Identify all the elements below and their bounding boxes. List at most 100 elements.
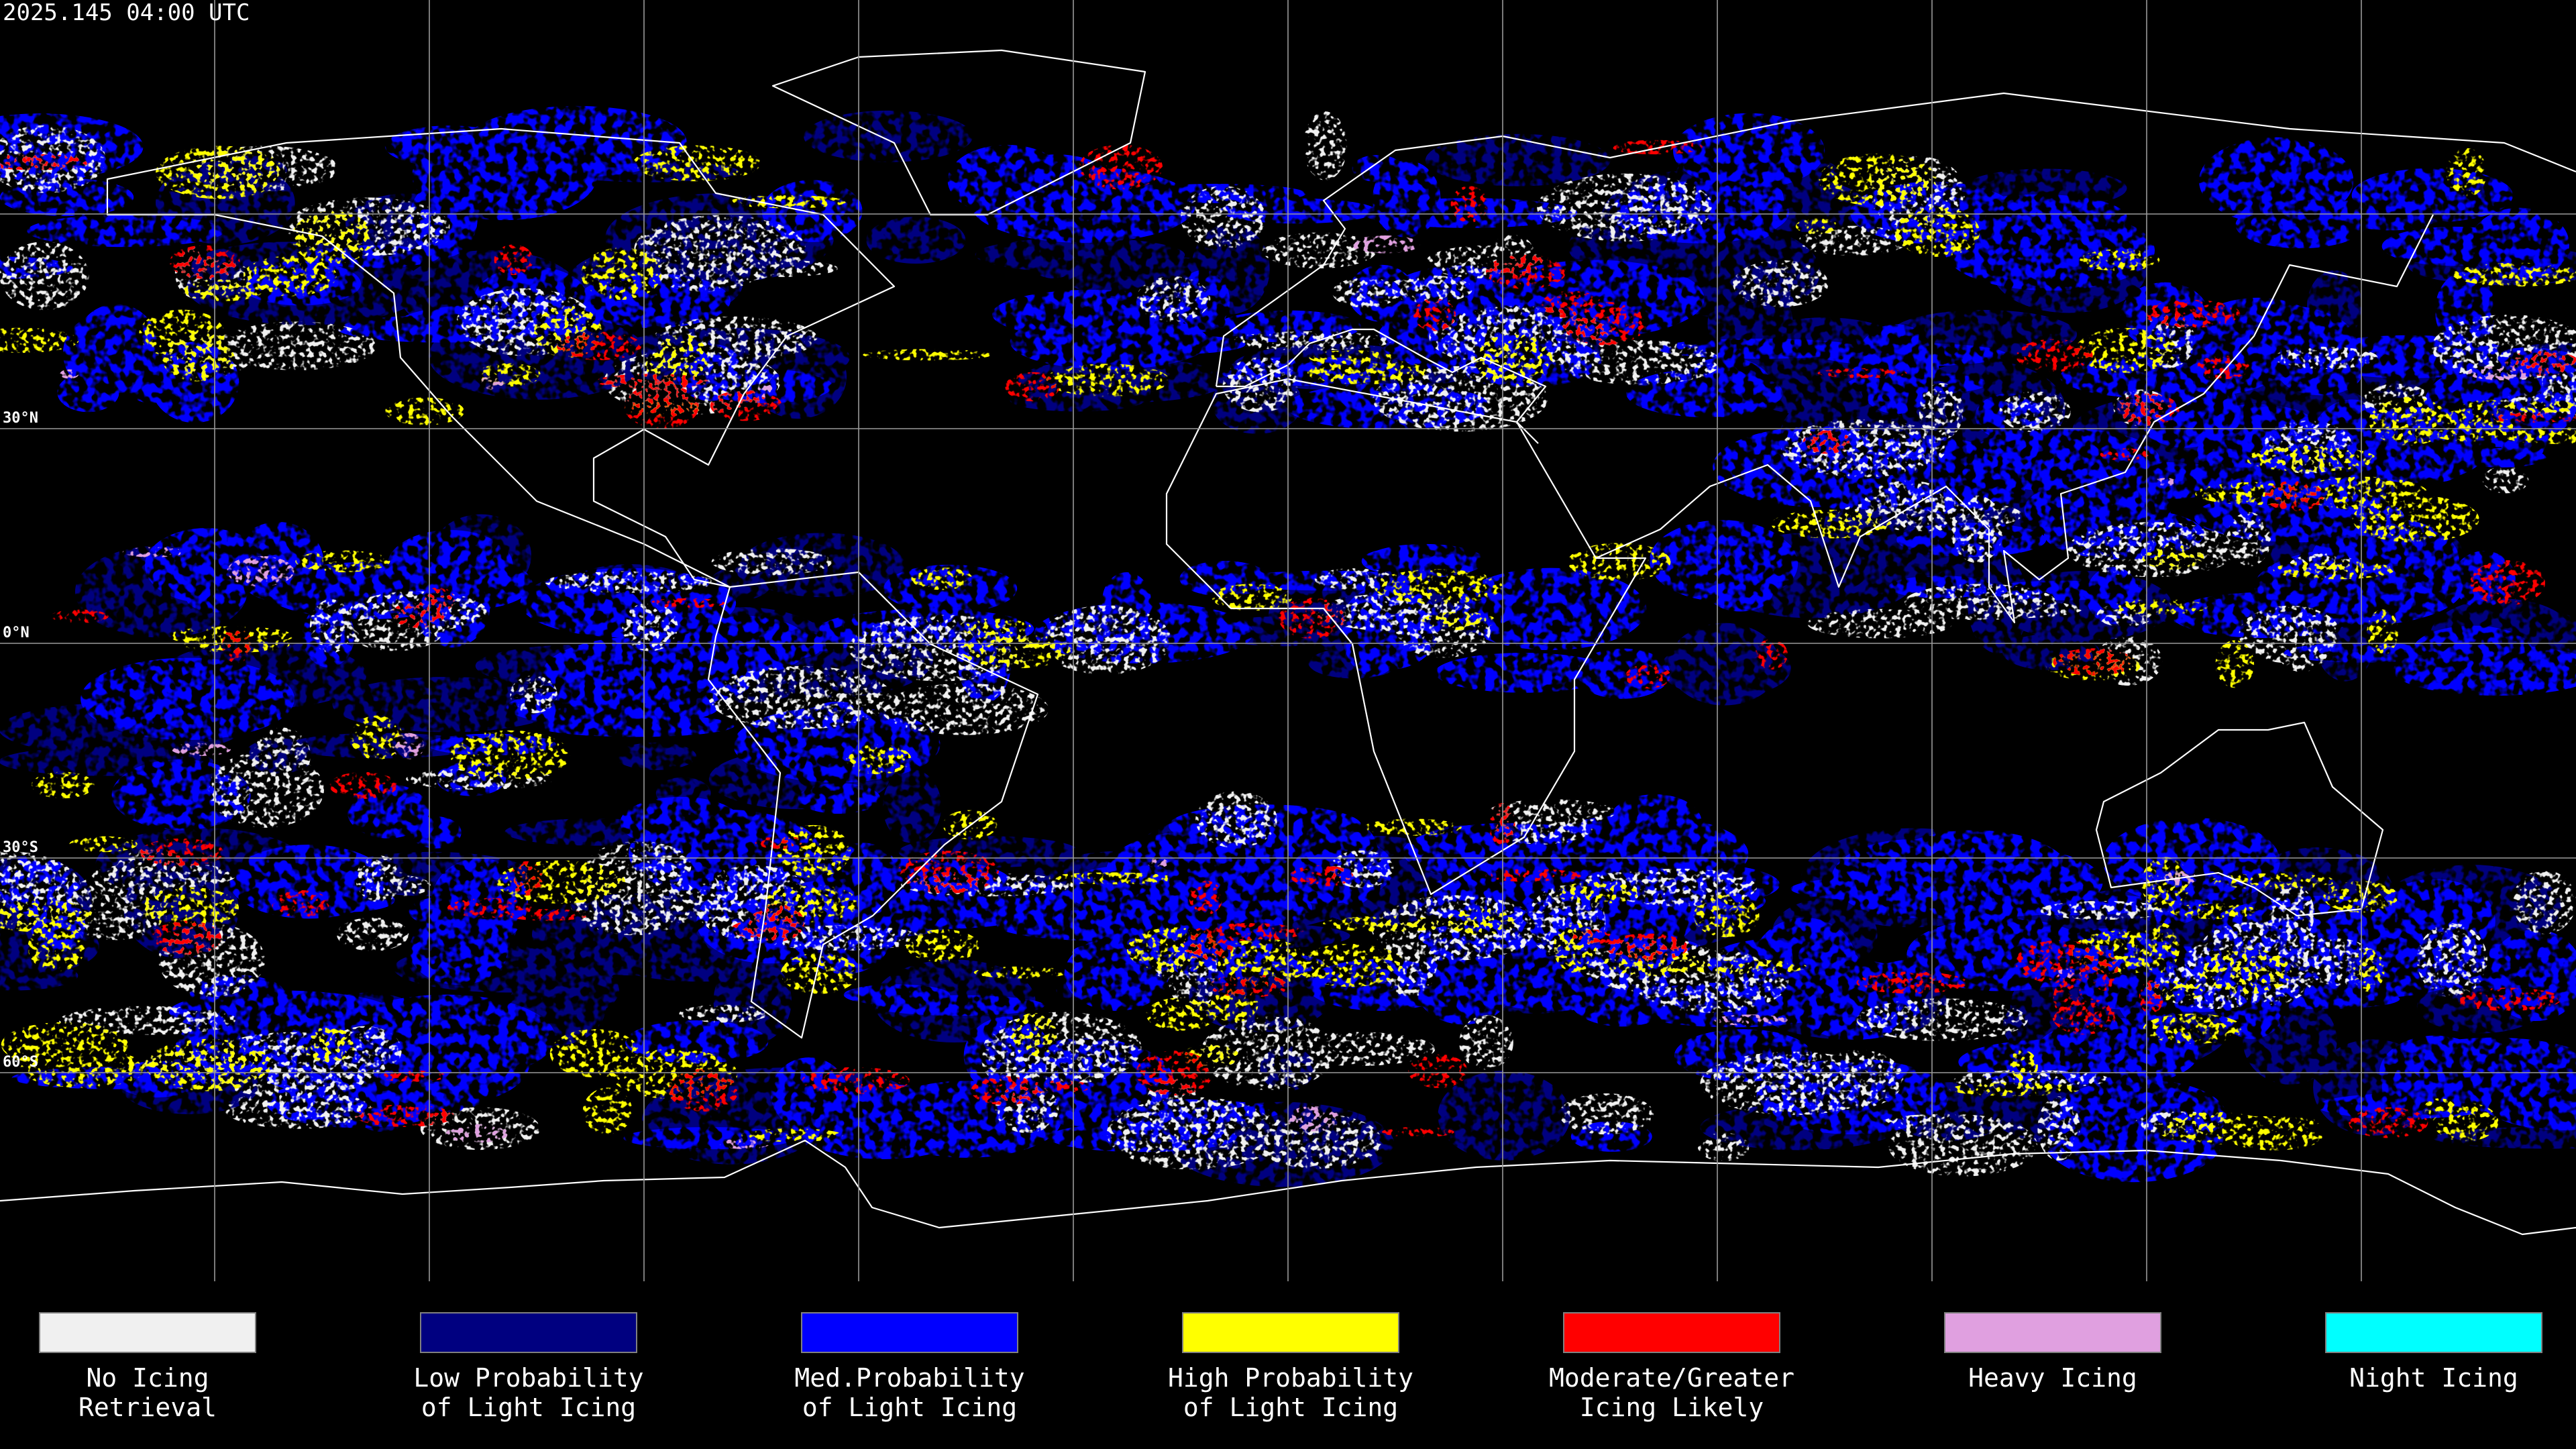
icing-patch <box>2497 400 2576 413</box>
icing-patch <box>1950 495 2004 564</box>
icing-patch <box>1 1022 128 1068</box>
icing-patch <box>2482 466 2529 494</box>
icing-patch <box>2367 609 2399 655</box>
icing-patch <box>624 384 700 429</box>
icing-patch <box>898 851 999 894</box>
icing-patch <box>1146 997 1217 1031</box>
icing-patch <box>1795 218 1838 235</box>
icing-patch <box>2161 851 2275 874</box>
icing-patch <box>1381 1126 1454 1138</box>
icing-patch <box>356 855 404 903</box>
icing-patch <box>1026 232 1081 279</box>
icing-patch <box>846 744 912 775</box>
icing-patch <box>2215 640 2255 688</box>
icing-patch <box>447 898 533 918</box>
icing-patch <box>911 567 973 590</box>
icing-patch <box>1807 608 1953 639</box>
icing-patch <box>1608 794 1702 850</box>
icing-patch <box>708 665 893 729</box>
coastline <box>1165 378 1647 896</box>
icing-patch <box>1780 419 1947 478</box>
icing-patch <box>1279 597 1346 639</box>
icing-patch <box>717 260 839 277</box>
icing-patch <box>139 309 225 359</box>
icing-patch <box>1949 1082 2080 1096</box>
icing-patch <box>711 548 833 576</box>
icing-patch <box>2151 478 2178 486</box>
icing-patch <box>906 929 979 963</box>
icing-patch <box>329 771 398 799</box>
icing-patch <box>668 1069 739 1112</box>
icing-patch <box>480 375 504 390</box>
icing-patch <box>224 1090 372 1129</box>
icing-patch <box>535 714 735 737</box>
icing-patch <box>973 966 1069 979</box>
icing-patch <box>336 917 409 951</box>
icing-patch <box>91 862 237 888</box>
icing-patch <box>581 248 662 300</box>
icing-patch <box>1894 207 1980 257</box>
icing-patch <box>595 374 708 389</box>
icing-patch <box>1262 232 1377 269</box>
lat-label: 60°S <box>3 1054 38 1071</box>
legend-label: Night Icing <box>2349 1363 2518 1393</box>
icing-patch <box>80 657 294 741</box>
icing-patch <box>2080 249 2160 271</box>
icing-patch <box>1279 1032 1436 1067</box>
icing-patch <box>1408 1054 1468 1088</box>
coastline <box>771 49 1146 216</box>
icing-patch <box>145 1038 272 1091</box>
lat-label: 30°N <box>3 410 38 427</box>
icing-patch <box>1447 909 1515 935</box>
icing-patch <box>1541 290 1602 319</box>
icing-patch <box>775 824 851 878</box>
icing-patch <box>582 1087 633 1134</box>
icing-patch <box>1322 916 1451 932</box>
icing-patch <box>2143 1013 2243 1044</box>
icing-patch <box>332 676 562 733</box>
icing-patch <box>2323 881 2398 913</box>
icing-patch <box>1856 971 1968 994</box>
icing-patch <box>2348 1107 2428 1138</box>
icing-patch <box>1438 1071 1571 1161</box>
icing-patch <box>1856 998 2028 1041</box>
icing-patch <box>2479 412 2576 423</box>
icing-patch <box>0 900 95 932</box>
legend-swatch <box>1944 1312 2161 1353</box>
icing-patch <box>355 1104 455 1127</box>
icing-patch <box>392 733 425 759</box>
icing-patch <box>350 715 403 760</box>
icing-patch <box>1189 880 1223 915</box>
icing-patch <box>1459 1015 1513 1070</box>
icing-patch <box>2416 923 2487 998</box>
icing-patch <box>1473 334 1553 386</box>
icing-patch <box>1558 1093 1654 1135</box>
icing-patch <box>1537 173 1713 242</box>
icing-patch <box>169 245 240 279</box>
icing-patch <box>2265 480 2324 512</box>
icing-patch <box>2467 366 2535 380</box>
icing-patch <box>449 730 571 780</box>
icing-patch <box>545 571 714 593</box>
icing-patch <box>2446 148 2487 197</box>
icing-patch <box>1733 260 1829 307</box>
legend-swatch <box>420 1312 637 1353</box>
icing-patch <box>376 1070 447 1082</box>
icing-patch <box>511 861 543 896</box>
icing-patch <box>802 1067 910 1094</box>
icing-patch <box>1361 549 1420 574</box>
icing-patch <box>1253 1114 1382 1169</box>
icing-patch <box>1625 664 1671 689</box>
icing-patch <box>755 836 810 849</box>
icing-patch <box>2196 356 2251 380</box>
icing-patch <box>2144 300 2241 328</box>
icing-patch <box>961 632 1072 669</box>
icing-patch <box>445 1124 508 1143</box>
legend-swatch <box>2325 1312 2542 1353</box>
legend-label: Heavy Icing <box>1968 1363 2137 1393</box>
icing-patch <box>1106 1097 1281 1170</box>
graticule: 30°N 0°N 30°S 60°S <box>0 0 2576 1281</box>
icing-patch <box>1682 959 1807 975</box>
